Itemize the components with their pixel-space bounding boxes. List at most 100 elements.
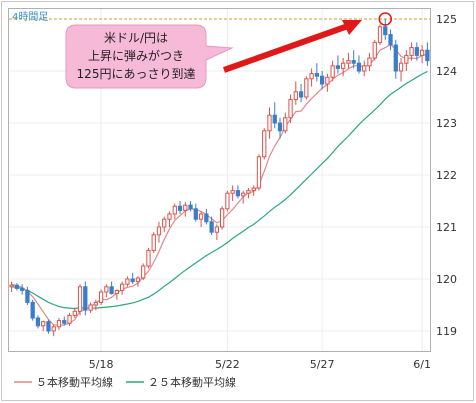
annotation-callout: 米ドル/円は 上昇に弾みがつき 125円にあっさり到達 bbox=[65, 24, 234, 89]
candle-body bbox=[404, 54, 409, 64]
legend-ma5-label: ５本移動平均線 bbox=[36, 375, 113, 389]
candle-body bbox=[277, 122, 283, 132]
y-tick-layer: 125 124 123 122 121 120 119 bbox=[436, 13, 457, 338]
candle-body bbox=[230, 190, 235, 194]
x-tick-layer: 5/18 5/22 5/27 6/1 bbox=[89, 358, 431, 371]
candle-body bbox=[14, 284, 20, 289]
y-tick-label: 123 bbox=[436, 117, 457, 130]
candle-body bbox=[288, 99, 293, 119]
period-label: 4時間足 bbox=[12, 11, 48, 23]
candle-body bbox=[225, 192, 230, 210]
candle-body bbox=[335, 65, 341, 69]
legend-ma25-label: ２５本移動平均線 bbox=[148, 375, 236, 389]
candle-body bbox=[383, 26, 388, 36]
candle-body bbox=[104, 286, 109, 293]
candle-layer bbox=[9, 19, 430, 337]
candle-body bbox=[419, 49, 425, 56]
candle-body bbox=[20, 287, 25, 291]
arrow-head bbox=[342, 20, 362, 35]
candle-body bbox=[46, 321, 51, 332]
candle-body bbox=[204, 213, 209, 223]
high-marker-circle bbox=[378, 12, 393, 26]
candle-body bbox=[130, 278, 135, 283]
candle-body bbox=[72, 310, 77, 316]
y-tick-label: 124 bbox=[436, 65, 457, 78]
candle-body bbox=[9, 284, 14, 288]
candle-body bbox=[377, 26, 383, 43]
candle-body bbox=[51, 326, 56, 332]
candle-body bbox=[267, 114, 272, 132]
candle-body bbox=[425, 49, 430, 62]
candle-body bbox=[367, 57, 372, 67]
callout-line-3: 125円にあっさり到達 bbox=[77, 67, 196, 81]
callout-line-1: 米ドル/円は bbox=[104, 31, 168, 45]
candle-body bbox=[125, 278, 130, 285]
candle-body bbox=[314, 73, 319, 77]
candle-body bbox=[409, 47, 414, 56]
y-tick-label: 122 bbox=[436, 169, 457, 182]
y-tick-label: 125 bbox=[436, 13, 457, 26]
candle-body bbox=[183, 204, 188, 211]
candle-body bbox=[388, 34, 393, 46]
candle-body bbox=[256, 156, 262, 189]
y-tick-label: 119 bbox=[436, 325, 457, 338]
callout-shape bbox=[65, 24, 234, 89]
candle-body bbox=[198, 213, 204, 220]
candle-body bbox=[241, 192, 246, 197]
candle-body bbox=[362, 65, 367, 72]
candle-body bbox=[309, 73, 314, 80]
candle-body bbox=[151, 234, 156, 251]
candle-body bbox=[351, 60, 356, 64]
candle-body bbox=[30, 301, 35, 319]
candle-body bbox=[88, 304, 93, 311]
y-tick-label: 121 bbox=[436, 221, 457, 234]
candle-body bbox=[219, 208, 225, 228]
candle-body bbox=[235, 190, 241, 197]
candle-body bbox=[193, 208, 198, 220]
candle-body bbox=[98, 291, 104, 303]
candle-body bbox=[41, 321, 46, 327]
legend: ５本移動平均線 ２５本移動平均線 bbox=[14, 375, 236, 389]
arrow-shaft bbox=[222, 23, 350, 73]
candle-body bbox=[251, 187, 256, 192]
candle-body bbox=[319, 75, 325, 85]
candle-body bbox=[120, 283, 125, 291]
callout-line-2: 上昇に弾みがつき bbox=[88, 48, 184, 63]
candle-body bbox=[414, 47, 419, 56]
candle-body bbox=[356, 62, 362, 72]
candle-body bbox=[330, 65, 335, 78]
candle-body bbox=[393, 44, 398, 72]
candle-body bbox=[83, 286, 88, 311]
candle-body bbox=[293, 91, 298, 101]
x-tick-label: 5/22 bbox=[215, 358, 240, 371]
candle-body bbox=[372, 41, 377, 59]
candle-body bbox=[172, 205, 177, 215]
y-tick-label: 120 bbox=[436, 273, 457, 286]
candle-body bbox=[114, 289, 120, 295]
candle-body bbox=[398, 62, 404, 72]
candle-body bbox=[77, 286, 83, 312]
candle-body bbox=[146, 249, 151, 267]
candle-body bbox=[167, 213, 172, 220]
candle-body bbox=[341, 62, 346, 69]
candle-body bbox=[246, 190, 251, 194]
candle-body bbox=[177, 205, 183, 211]
x-tick-label: 6/1 bbox=[413, 358, 431, 371]
grid-layer bbox=[9, 9, 430, 351]
candle-body bbox=[262, 130, 267, 158]
candle-body bbox=[162, 218, 167, 228]
x-tick-label: 5/18 bbox=[89, 358, 114, 371]
candle-body bbox=[35, 317, 41, 327]
candle-body bbox=[325, 76, 330, 85]
candle-body bbox=[141, 265, 146, 279]
candle-body bbox=[304, 78, 309, 98]
candle-body bbox=[283, 117, 288, 132]
candle-body bbox=[346, 60, 351, 64]
candle-body bbox=[62, 320, 67, 324]
candle-body bbox=[209, 221, 214, 233]
candle-body bbox=[67, 314, 72, 324]
candle-body bbox=[135, 277, 141, 283]
candle-body bbox=[214, 226, 220, 233]
